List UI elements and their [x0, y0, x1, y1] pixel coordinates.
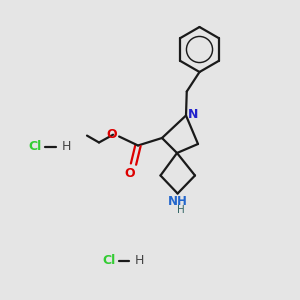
Text: O: O — [124, 167, 135, 180]
Text: Cl: Cl — [102, 254, 115, 268]
Text: H: H — [61, 140, 71, 154]
Text: H: H — [135, 254, 144, 268]
Text: O: O — [106, 128, 117, 141]
Text: N: N — [188, 107, 199, 121]
Text: H: H — [177, 205, 184, 215]
Text: NH: NH — [168, 195, 188, 208]
Text: Cl: Cl — [28, 140, 42, 154]
